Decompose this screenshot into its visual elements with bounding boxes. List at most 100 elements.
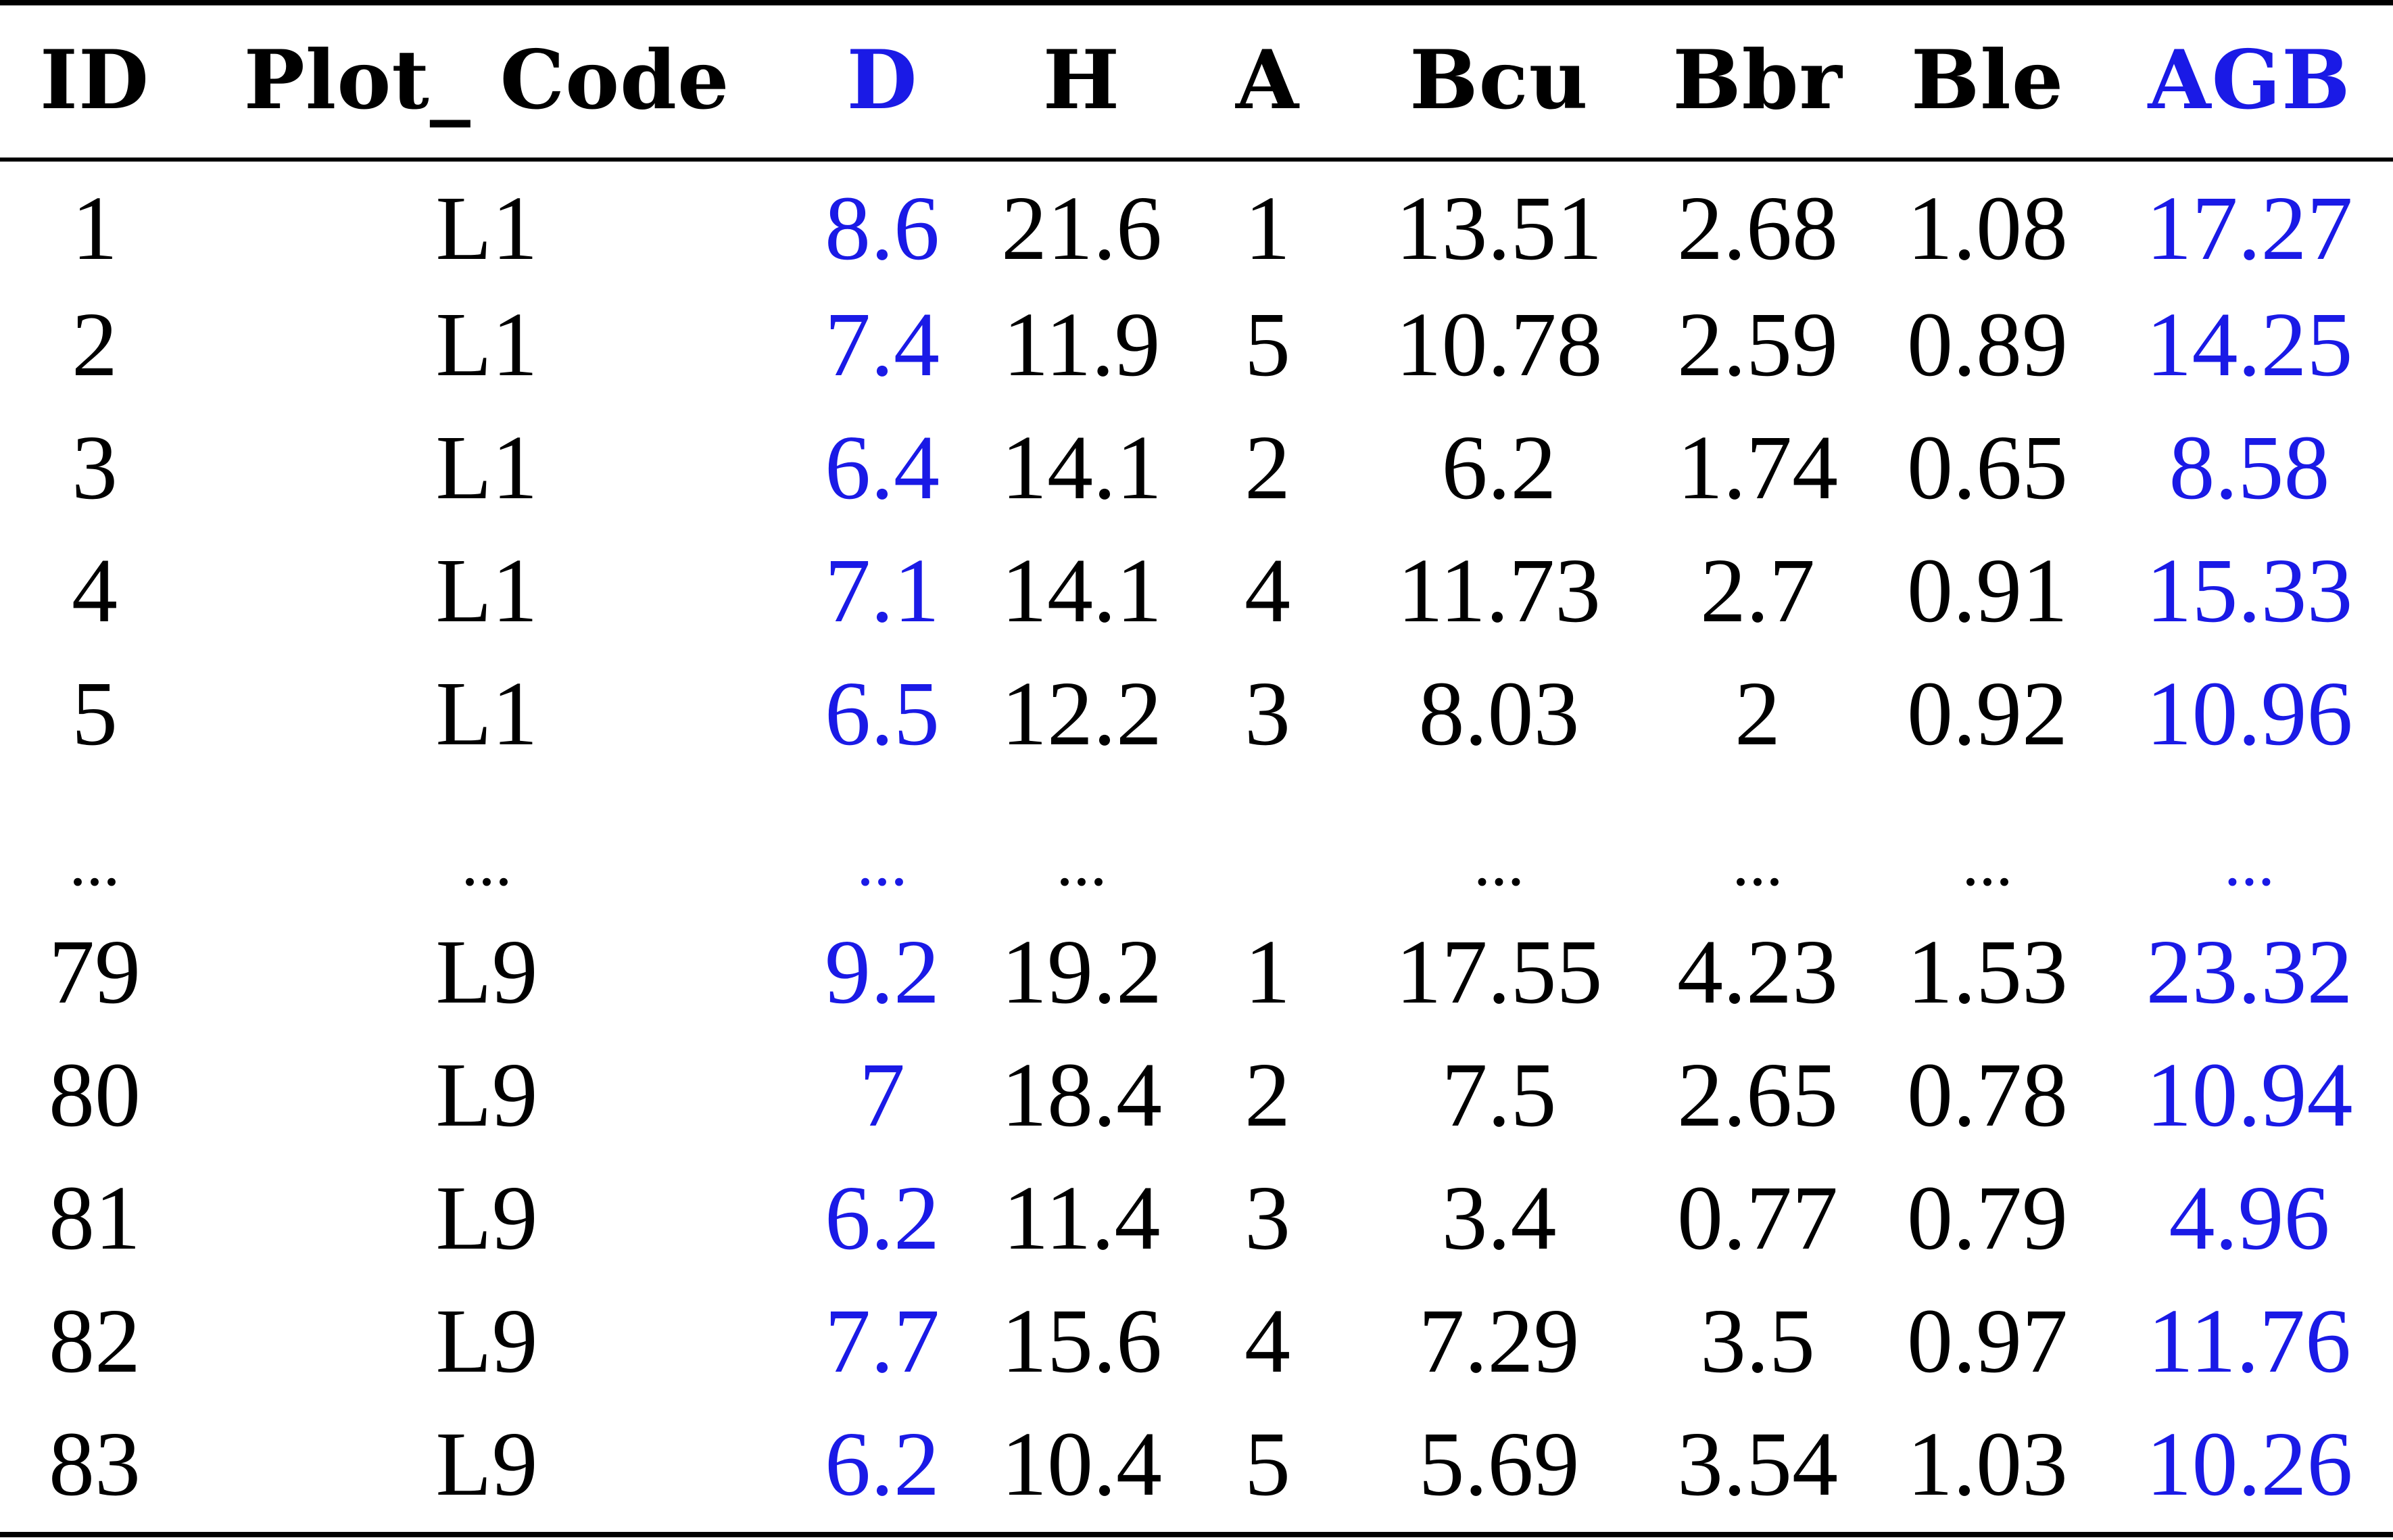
cell-bcu: 6.2: [1441, 417, 1557, 519]
table-top-rule: [0, 0, 2393, 5]
cell-h: 19.2: [1001, 921, 1162, 1023]
cell-ble: 0.78: [1907, 1044, 2068, 1146]
cell-agb: 11.76: [2148, 1291, 2351, 1392]
column-header-ble: Ble: [1910, 32, 2064, 128]
cell-id: 2: [72, 294, 118, 395]
cell-agb: 10.94: [2146, 1044, 2353, 1146]
cell-bcu: 7.5: [1441, 1044, 1557, 1146]
cell-id: 83: [49, 1414, 141, 1515]
cell-ble: 1.08: [1907, 178, 2068, 279]
cell-d: ...: [856, 824, 908, 900]
cell-bcu: ...: [1474, 824, 1524, 900]
column-header-a: A: [1235, 32, 1300, 128]
cell-plot_code: L9: [435, 1291, 538, 1392]
cell-d: 6.2: [825, 1414, 940, 1515]
cell-d: 7: [859, 1044, 905, 1146]
cell-bbr: 4.23: [1677, 921, 1838, 1023]
cell-a: 1: [1244, 178, 1290, 279]
ellipsis-row: ........................: [0, 775, 2393, 911]
cell-bbr: 2.65: [1677, 1044, 1838, 1146]
cell-d: 8.6: [825, 178, 940, 279]
cell-a: 3: [1244, 1168, 1290, 1269]
table-row: 4 L1 7.1 14.1 4 11.73 2.7 0.91 15.33: [0, 529, 2393, 652]
cell-h: 14.1: [1001, 540, 1162, 642]
table-row: 80 L9 7 18.4 2 7.5 2.65 0.78 10.94: [0, 1034, 2393, 1157]
column-header-d: D: [846, 32, 918, 128]
cell-id: ...: [69, 824, 120, 900]
cell-agb: ...: [2224, 824, 2275, 900]
table-row: 81 L9 6.2 11.4 3 3.4 0.77 0.79 4.96: [0, 1157, 2393, 1280]
cell-agb: 23.32: [2146, 921, 2353, 1023]
cell-h: 21.6: [1001, 178, 1162, 279]
table-bottom-rule: [0, 1532, 2393, 1537]
cell-a: 4: [1244, 540, 1290, 642]
cell-d: 6.5: [825, 663, 940, 765]
cell-d: 7.4: [825, 294, 940, 395]
column-header-agb: AGB: [2148, 32, 2351, 128]
cell-plot_code: L9: [435, 921, 538, 1023]
cell-bbr: 2.7: [1700, 540, 1815, 642]
cell-id: 1: [72, 178, 118, 279]
cell-id: 82: [49, 1291, 141, 1392]
cell-a: 3: [1244, 663, 1290, 765]
cell-a: 4: [1244, 1291, 1290, 1392]
cell-h: 14.1: [1001, 417, 1162, 519]
cell-bcu: 17.55: [1395, 921, 1603, 1023]
cell-h: 15.6: [1001, 1291, 1162, 1392]
cell-id: 3: [72, 417, 118, 519]
column-header-plot-code: Plot_ Code: [243, 32, 730, 128]
table-row: 79 L9 9.2 19.2 1 17.55 4.23 1.53 23.32: [0, 911, 2393, 1034]
cell-a: 5: [1244, 294, 1290, 395]
cell-plot_code: L1: [435, 663, 538, 765]
cell-plot_code: ...: [461, 824, 512, 900]
cell-bcu: 5.69: [1418, 1414, 1580, 1515]
cell-id: 5: [72, 663, 118, 765]
table-row: 5 L1 6.5 12.2 3 8.03 2 0.92 10.96: [0, 652, 2393, 775]
cell-ble: 0.97: [1907, 1291, 2068, 1392]
cell-bcu: 11.73: [1397, 540, 1601, 642]
cell-h: 12.2: [1001, 663, 1162, 765]
cell-bbr: 1.74: [1677, 417, 1838, 519]
cell-id: 80: [49, 1044, 141, 1146]
header-row: ID Plot_ Code D H A Bcu Bbr Ble AGB: [0, 0, 2393, 160]
table-row: 2 L1 7.4 11.9 5 10.78 2.59 0.89 14.25: [0, 283, 2393, 406]
cell-plot_code: L9: [435, 1044, 538, 1146]
cell-bcu: 8.03: [1418, 663, 1580, 765]
table-row: 83 L9 6.2 10.4 5 5.69 3.54 1.03 10.26: [0, 1403, 2393, 1526]
cell-bcu: 13.51: [1395, 178, 1603, 279]
cell-bbr: 3.54: [1677, 1414, 1838, 1515]
cell-bbr: ...: [1732, 824, 1783, 900]
table-row: 3 L1 6.4 14.1 2 6.2 1.74 0.65 8.58: [0, 406, 2393, 529]
column-header-bbr: Bbr: [1672, 32, 1843, 128]
table-header-rule: [0, 158, 2393, 162]
cell-plot_code: L1: [435, 178, 538, 279]
cell-bcu: 10.78: [1395, 294, 1603, 395]
cell-d: 6.4: [825, 417, 940, 519]
cell-id: 79: [49, 921, 141, 1023]
table-row: 82 L9 7.7 15.6 4 7.29 3.5 0.97 11.76: [0, 1280, 2393, 1403]
cell-plot_code: L9: [435, 1168, 538, 1269]
cell-h: 11.4: [1002, 1168, 1161, 1269]
column-header-bcu: Bcu: [1409, 32, 1589, 128]
cell-plot_code: L1: [435, 540, 538, 642]
cell-ble: 0.65: [1907, 417, 2068, 519]
column-header-h: H: [1042, 32, 1121, 128]
cell-ble: 0.91: [1907, 540, 2068, 642]
table-row: 1 L1 8.6 21.6 1 13.51 2.68 1.08 17.27: [0, 160, 2393, 283]
cell-bbr: 0.77: [1677, 1168, 1838, 1269]
cell-h: ...: [1056, 824, 1107, 900]
cell-agb: 15.33: [2146, 540, 2353, 642]
column-header-id: ID: [39, 32, 150, 128]
cell-plot_code: L1: [435, 417, 538, 519]
cell-d: 9.2: [825, 921, 940, 1023]
cell-a: [1183, 775, 1352, 911]
cell-bcu: 7.29: [1418, 1291, 1580, 1392]
cell-d: 6.2: [825, 1168, 940, 1269]
cell-agb: 4.96: [2169, 1168, 2330, 1269]
cell-agb: 10.96: [2146, 663, 2353, 765]
cell-a: 2: [1244, 417, 1290, 519]
cell-agb: 10.26: [2146, 1414, 2353, 1515]
cell-id: 81: [49, 1168, 141, 1269]
cell-id: 4: [72, 540, 118, 642]
cell-a: 5: [1244, 1414, 1290, 1515]
